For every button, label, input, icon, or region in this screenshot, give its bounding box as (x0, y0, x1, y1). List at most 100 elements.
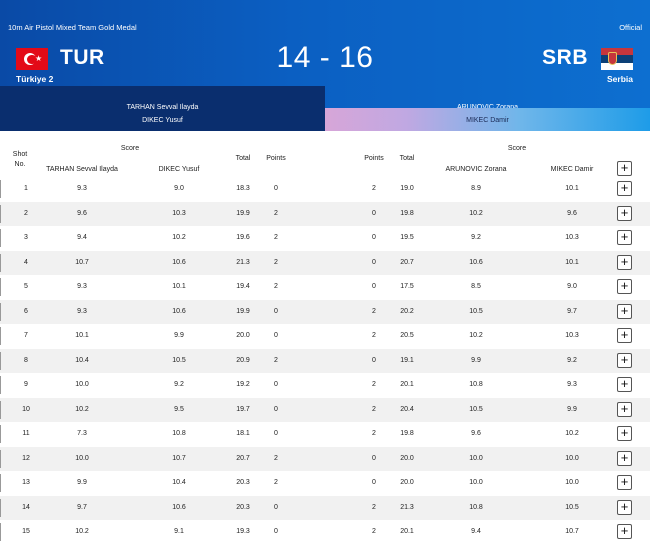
row-marker (0, 376, 1, 394)
table-row: 2 9.6 10.3 19.9 2 0 19.8 10.2 9.6 + (0, 201, 650, 226)
left-total: 19.9 (236, 209, 250, 217)
table-row: 15 10.2 9.1 19.3 0 2 20.1 9.4 10.7 + (0, 520, 650, 545)
right-score-header: Score (507, 145, 527, 152)
left-athlete-1-score: 7.3 (77, 430, 87, 437)
shot-number: 15 (22, 528, 30, 535)
left-total: 20.0 (236, 332, 250, 339)
right-total-header: Total (399, 155, 415, 162)
left-total: 20.7 (236, 454, 250, 462)
right-athlete-1-score: 10.0 (469, 454, 483, 462)
left-total: 18.1 (236, 430, 250, 437)
right-athlete-1-score: 10.5 (469, 405, 483, 413)
row-marker (0, 351, 1, 370)
right-total: 20.1 (400, 528, 414, 535)
right-points: 2 (372, 430, 376, 437)
table-row: 4 10.7 10.6 21.3 2 0 20.7 10.6 10.1 + (0, 250, 650, 275)
table-row: 7 10.1 9.9 20.0 0 2 20.5 10.2 10.3 + (0, 324, 650, 349)
right-athlete-1-score: 10.5 (469, 307, 483, 315)
row-marker (0, 523, 1, 541)
expand-shot-button[interactable]: + (617, 377, 632, 392)
right-athlete-1-score: 10.2 (469, 209, 483, 217)
left-total: 21.3 (236, 258, 250, 266)
left-athlete-1-score: 10.0 (75, 454, 89, 462)
table-row: 6 9.3 10.6 19.9 0 2 20.2 10.5 9.7 + (0, 299, 650, 324)
left-points: 2 (274, 234, 278, 241)
right-points: 2 (372, 405, 376, 413)
right-team-code: SRB (542, 46, 588, 69)
row-marker (0, 400, 1, 419)
left-athlete-2-score: 10.3 (172, 209, 186, 217)
left-athlete-2-score: 10.6 (172, 307, 186, 315)
right-athlete-2-score: 10.1 (565, 258, 579, 266)
table-row: 5 9.3 10.1 19.4 2 0 17.5 8.5 9.0 + (0, 275, 650, 300)
right-points: 0 (372, 454, 376, 462)
right-total: 20.0 (400, 454, 414, 462)
expand-shot-button[interactable]: + (617, 328, 632, 343)
left-team-code: TUR (60, 46, 105, 69)
expand-shot-button[interactable]: + (617, 352, 632, 368)
left-athlete-2-score: 10.2 (172, 234, 186, 241)
right-total: 20.7 (400, 258, 414, 266)
turkey-flag-icon: ★ (16, 48, 48, 70)
expand-shot-button[interactable]: + (617, 254, 632, 270)
expand-shot-button[interactable]: + (617, 181, 632, 196)
shot-number: 10 (22, 405, 30, 413)
expand-shot-button[interactable]: + (617, 401, 632, 417)
left-total: 19.9 (236, 307, 250, 315)
right-points: 2 (372, 381, 376, 388)
row-marker (0, 474, 1, 492)
right-points-header: Points (364, 155, 384, 162)
right-athlete-2-score: 10.2 (565, 430, 579, 437)
left-team-name: Türkiye 2 (16, 74, 54, 84)
table-row: 1 9.3 9.0 18.3 0 2 19.0 8.9 10.1 + (0, 177, 650, 202)
expand-shot-button[interactable]: + (617, 426, 632, 441)
table-row: 8 10.4 10.5 20.9 2 0 19.1 9.9 9.2 + (0, 348, 650, 373)
expand-all-button[interactable]: + (617, 161, 632, 176)
right-athlete-2-score: 9.0 (567, 283, 577, 290)
right-athlete-2: MIKEC Damir (466, 117, 509, 124)
right-total: 19.8 (400, 430, 414, 437)
right-athlete-2-score: 9.9 (567, 405, 577, 413)
left-athlete-2-score: 9.1 (174, 528, 184, 535)
event-title: 10m Air Pistol Mixed Team Gold Medal (8, 23, 137, 32)
left-athlete-2-score: 10.6 (172, 503, 186, 511)
expand-shot-button[interactable]: + (617, 475, 632, 490)
shot-number: 8 (24, 356, 28, 364)
shot-number: 5 (24, 283, 28, 290)
right-points: 2 (372, 332, 376, 339)
right-athlete-2-score: 9.3 (567, 381, 577, 388)
expand-shot-button[interactable]: + (617, 303, 632, 319)
row-marker (0, 204, 1, 223)
shot-number: 11 (22, 430, 30, 437)
expand-shot-button[interactable]: + (617, 524, 632, 539)
left-athlete-1-score: 10.2 (75, 405, 89, 413)
expand-shot-button[interactable]: + (617, 499, 632, 515)
left-athlete-1-score: 9.3 (77, 307, 87, 315)
shot-number: 14 (22, 503, 30, 511)
right-athlete-2-score: 10.5 (565, 503, 579, 511)
expand-shot-button[interactable]: + (617, 450, 632, 466)
left-total: 20.3 (236, 503, 250, 511)
shot-number: 2 (24, 209, 28, 217)
expand-shot-button[interactable]: + (617, 205, 632, 221)
right-athlete-2-score: 10.0 (565, 479, 579, 486)
left-points: 2 (274, 209, 278, 217)
expand-shot-button[interactable]: + (617, 279, 632, 294)
left-total: 20.9 (236, 356, 250, 364)
left-total: 19.3 (236, 528, 250, 535)
right-points: 2 (372, 503, 376, 511)
right-athlete-1-score: 10.2 (469, 332, 483, 339)
left-athlete-2-score: 10.5 (172, 356, 186, 364)
right-athlete-1-score: 8.5 (471, 283, 481, 290)
shot-number: 12 (22, 454, 30, 462)
row-marker (0, 302, 1, 321)
right-athlete-2-score: 10.3 (565, 332, 579, 339)
expand-shot-button[interactable]: + (617, 230, 632, 245)
right-total: 19.5 (400, 234, 414, 241)
left-athlete-2-score: 10.1 (172, 283, 186, 290)
table-row: 11 7.3 10.8 18.1 0 2 19.8 9.6 10.2 + (0, 422, 650, 447)
left-athlete-1-score: 9.9 (77, 479, 87, 486)
right-points: 0 (372, 234, 376, 241)
right-athlete-2-score: 9.7 (567, 307, 577, 315)
left-athlete-1-score: 9.4 (77, 234, 87, 241)
